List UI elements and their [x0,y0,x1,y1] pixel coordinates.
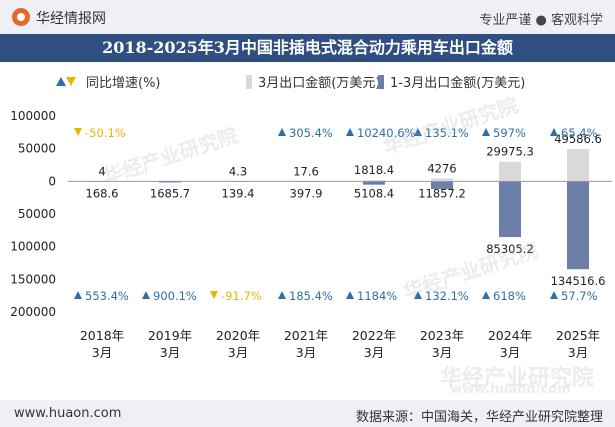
ytd-value-label: 134516.6 [551,274,606,288]
huajing-logo-icon [12,8,30,26]
y-tick-label: 0 [48,174,56,188]
ytd-growth-label: 185.4% [289,289,333,303]
bar-chart: 100000 50000 0 50000 100000 150000 200000 4 168.… [10,109,612,360]
ytd-value-label: 168.6 [86,186,119,200]
ytd-growth-label: 900.1% [153,289,197,303]
site-name: 华经情报网 [36,11,106,27]
x-category-label: 2022年 [352,328,396,343]
x-category-label: 2025年 [556,328,600,343]
watermark-url: www.huaon.com [450,382,571,397]
x-category-label: 3月 [296,345,316,360]
march-value-label: 4.3 [229,164,247,178]
up-triangle-icon [346,291,354,299]
top-bar: 华经情报网 专业严谨 ● 客观科学 [0,0,615,34]
ytd-value-label: 397.9 [290,186,323,200]
x-category-label: 3月 [228,345,248,360]
march-value-label: 1818.4 [354,163,394,177]
up-triangle-icon [482,291,490,299]
ytd-value-label: 1685.7 [150,186,190,200]
up-triangle-icon [142,291,150,299]
ytd-value-label: 139.4 [222,186,255,200]
x-category-label: 2019年 [148,328,192,343]
march-bar [499,161,521,182]
up-triangle-icon [56,77,66,86]
march-bar [431,178,453,182]
up-triangle-icon [74,291,82,299]
footer-source: 数据来源：中国海关，华经产业研究院整理 [355,410,603,425]
ytd-bar [499,181,521,238]
y-tick-label: 100000 [10,109,56,123]
up-triangle-icon [550,128,558,136]
march-value-label: 29975.3 [486,145,534,159]
y-tick-label: 50000 [18,207,56,221]
ytd-growth-label: 553.4% [85,289,129,303]
march-value-label: 4276 [427,162,456,176]
x-category-label: 3月 [500,345,520,360]
x-category-label: 3月 [92,345,112,360]
ytd-bar [567,181,589,270]
chart-title: 2018-2025年3月中国非插电式混合动力乘用车出口金额 [0,34,615,62]
ytd-value-label: 5108.4 [354,186,394,200]
ytd-growth-label: 1184% [357,289,397,303]
legend-swatch-march [246,74,252,89]
ytd-growth-label: 132.1% [425,289,469,303]
x-category-label: 3月 [432,345,452,360]
x-category-label: 2021年 [284,328,328,343]
x-category-label: 2020年 [216,328,260,343]
up-triangle-icon [278,291,286,299]
y-tick-label: 50000 [18,142,56,156]
site-tagline: 专业严谨 ● 客观科学 [479,13,603,28]
down-triangle-icon [66,77,76,86]
chart-legend: 同比增速(%) 3月出口金额(万美元) 1-3月出口金额(万美元) [0,72,615,94]
ytd-growth-label: -91.7% [221,289,262,303]
ytd-bar [431,181,453,190]
ytd-bar [363,181,385,185]
up-triangle-icon [550,291,558,299]
legend-swatch-ytd [378,74,384,89]
ytd-bar [159,181,181,183]
march-growth-label: 597% [493,126,526,140]
up-triangle-icon [278,128,286,136]
down-triangle-icon [210,291,218,299]
legend-item-growth: 同比增速(%) [56,72,161,91]
march-growth-label: 10240.6% [357,126,416,140]
x-category-label: 2018年 [80,328,124,343]
up-triangle-icon [414,291,422,299]
legend-item-march: 3月出口金额(万美元) [246,72,380,91]
march-bar [567,148,589,182]
y-tick-label: 150000 [10,272,56,286]
march-value-label: 17.6 [293,164,319,178]
march-value-label: 4 [98,164,105,178]
y-tick-label: 200000 [10,305,56,319]
ytd-value-label: 85305.2 [486,242,534,256]
footer: www.huaon.com 数据来源：中国海关，华经产业研究院整理 [0,400,615,427]
legend-item-ytd: 1-3月出口金额(万美元) [378,72,525,91]
up-triangle-icon [482,128,490,136]
x-category-label: 2023年 [420,328,464,343]
march-growth-label: 135.1% [425,126,469,140]
x-category-label: 3月 [568,345,588,360]
march-growth-label: 65.4% [561,126,598,140]
march-bar [363,180,385,182]
legend-label-march: 3月出口金额(万美元) [258,76,381,91]
march-growth-label: -50.1% [85,126,126,140]
ytd-growth-label: 618% [493,289,526,303]
ytd-value-label: 11857.2 [418,186,466,200]
y-tick-label: 100000 [10,240,56,254]
march-growth-label: 305.4% [289,126,333,140]
march-value-label: 49586.6 [554,132,602,146]
footer-url: www.huaon.com [14,406,122,421]
up-triangle-icon [414,128,422,136]
x-category-label: 3月 [160,345,180,360]
x-category-label: 2024年 [488,328,532,343]
down-triangle-icon [74,128,82,136]
up-triangle-icon [346,128,354,136]
legend-label-ytd: 1-3月出口金额(万美元) [390,76,526,91]
ytd-growth-label: 57.7% [561,289,598,303]
x-category-label: 3月 [364,345,384,360]
legend-label-growth: 同比增速(%) [86,76,161,91]
